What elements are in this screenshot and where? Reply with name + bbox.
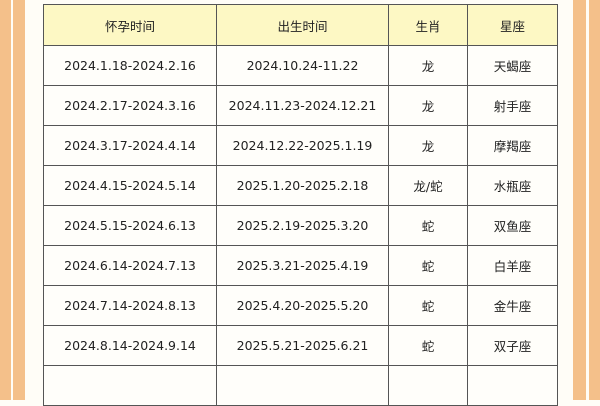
pregnancy-time-cell: 2024.3.17-2024.4.14 [43,125,217,166]
zodiac-animal-cell: 蛇 [388,325,468,366]
header-birth-time: 出生时间 [216,4,389,46]
empty-cell [467,365,558,406]
table-row: 2024.2.17-2024.3.16 2024.11.23-2024.12.21… [43,85,558,126]
zodiac-animal-cell: 蛇 [388,245,468,286]
birth-time-cell: 2025.3.21-2025.4.19 [216,245,389,286]
left-border-stripe-outer [0,0,11,400]
header-constellation: 星座 [467,4,558,46]
table-row: 2024.1.18-2024.2.16 2024.10.24-11.22 龙天蝎座 [43,45,558,86]
table-row: 2024.8.14-2024.9.14 2025.5.21-2025.6.21 蛇双… [43,325,558,366]
header-pregnancy-time: 怀孕时间 [43,4,217,46]
pregnancy-time-cell: 2024.5.15-2024.6.13 [43,205,217,246]
table-header-row: 怀孕时间 出生时间 生肖 星座 [43,4,558,46]
zodiac-animal-cell: 蛇 [388,205,468,246]
left-border-stripe-inner [13,0,25,400]
empty-cell [43,365,217,406]
table-row: 2024.3.17-2024.4.14 2024.12.22-2025.1.19 龙… [43,125,558,166]
birth-time-cell: 2025.1.20-2025.2.18 [216,165,389,206]
zodiac-animal-cell: 龙/蛇 [388,165,468,206]
table-row: 2024.5.15-2024.6.13 2025.2.19-2025.3.20 蛇双… [43,205,558,246]
pregnancy-time-cell: 2024.8.14-2024.9.14 [43,325,217,366]
table-row: 2024.4.15-2024.5.14 2025.1.20-2025.2.18 龙/… [43,165,558,206]
birth-time-cell: 2025.4.20-2025.5.20 [216,285,389,326]
birth-time-cell: 2024.11.23-2024.12.21 [216,85,389,126]
right-border-stripe-inner [573,0,586,400]
pregnancy-time-cell: 2024.6.14-2024.7.13 [43,245,217,286]
right-border-stripe-outer [589,0,600,400]
constellation-cell: 白羊座 [467,245,558,286]
constellation-cell: 水瓶座 [467,165,558,206]
empty-cell [388,365,468,406]
constellation-cell: 射手座 [467,85,558,126]
constellation-cell: 金牛座 [467,285,558,326]
birth-time-cell: 2024.12.22-2025.1.19 [216,125,389,166]
birth-time-cell: 2024.10.24-11.22 [216,45,389,86]
zodiac-animal-cell: 龙 [388,45,468,86]
birth-time-cell: 2025.2.19-2025.3.20 [216,205,389,246]
zodiac-animal-cell: 龙 [388,125,468,166]
birth-time-cell: 2025.5.21-2025.6.21 [216,325,389,366]
pregnancy-time-cell: 2024.1.18-2024.2.16 [43,45,217,86]
constellation-cell: 双鱼座 [467,205,558,246]
constellation-cell: 双子座 [467,325,558,366]
zodiac-animal-cell: 龙 [388,85,468,126]
zodiac-table: 怀孕时间 出生时间 生肖 星座 2024.1.18-2024.2.16 2024.… [43,4,558,406]
pregnancy-time-cell: 2024.7.14-2024.8.13 [43,285,217,326]
pregnancy-time-cell: 2024.4.15-2024.5.14 [43,165,217,206]
zodiac-animal-cell: 蛇 [388,285,468,326]
constellation-cell: 摩羯座 [467,125,558,166]
table-row: 2024.7.14-2024.8.13 2025.4.20-2025.5.20 蛇金… [43,285,558,326]
header-zodiac-animal: 生肖 [388,4,468,46]
constellation-cell: 天蝎座 [467,45,558,86]
table-row: 2024.6.14-2024.7.13 2025.3.21-2025.4.19 蛇白… [43,245,558,286]
pregnancy-time-cell: 2024.2.17-2024.3.16 [43,85,217,126]
